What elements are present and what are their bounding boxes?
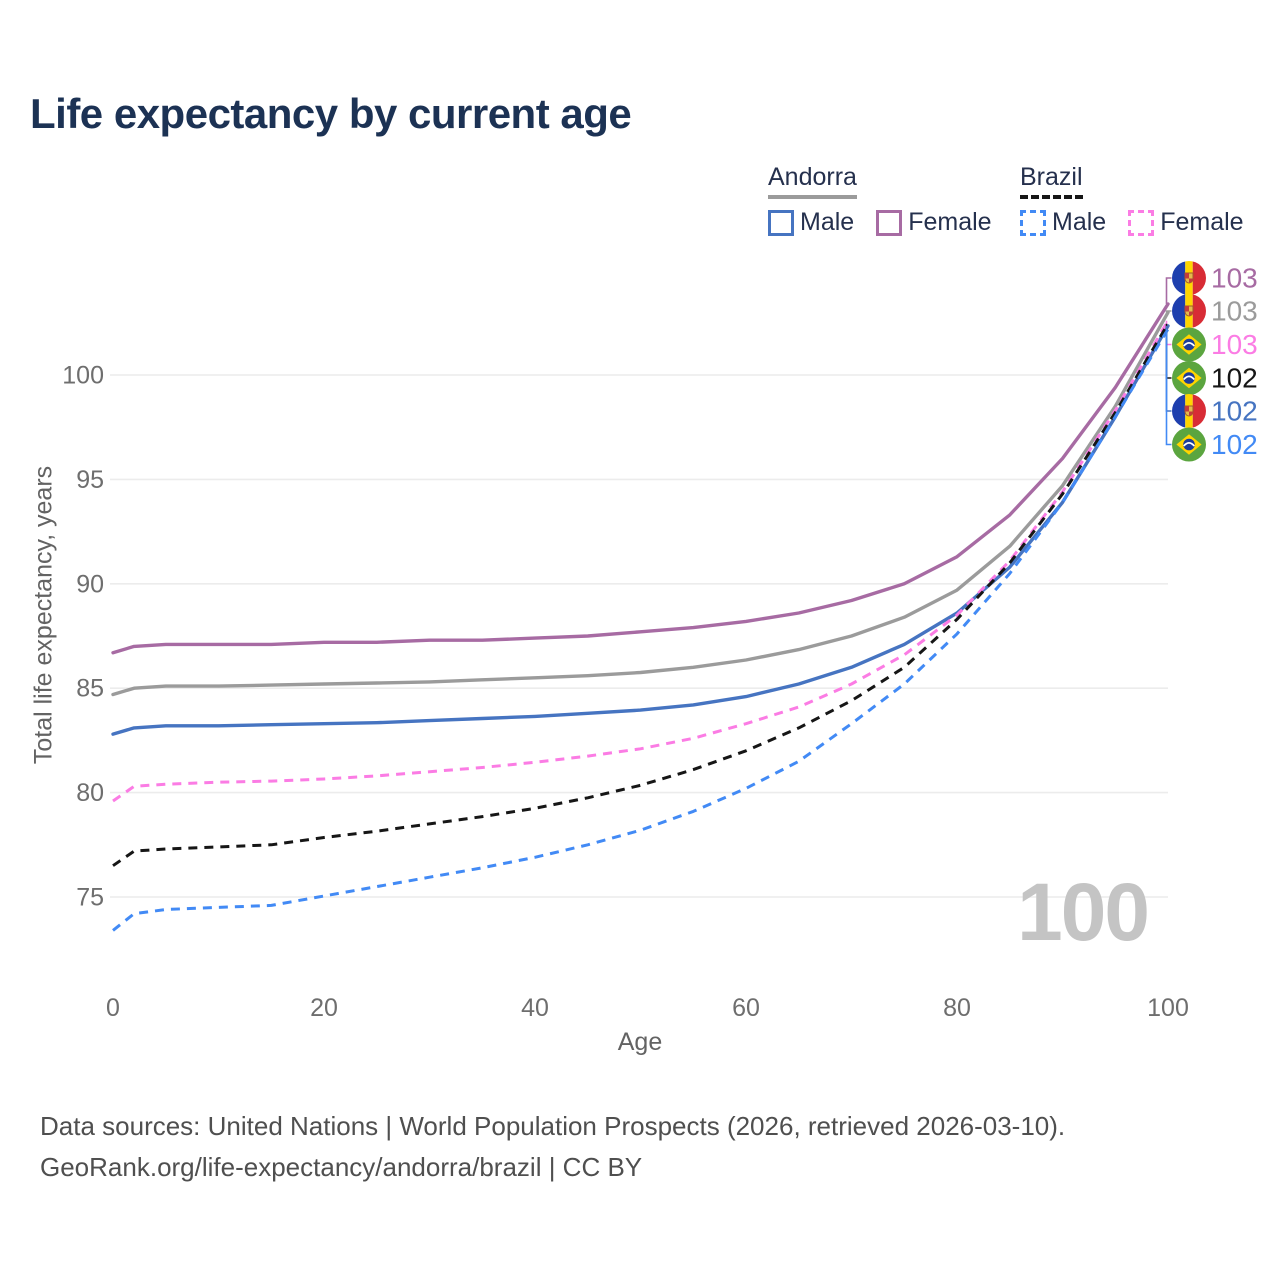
legend-header-andorra: Andorra — [768, 163, 857, 199]
end-label-value: 102 — [1211, 363, 1258, 394]
flag-icon-brazil — [1172, 361, 1206, 395]
y-axis-title: Total life expectancy, years — [29, 465, 58, 765]
legend-title-andorra: Andorra — [768, 163, 857, 191]
footer-license-line: GeoRank.org/life-expectancy/andorra/braz… — [40, 1152, 643, 1182]
footer-source-line: Data sources: United Nations | World Pop… — [40, 1111, 1066, 1141]
svg-text:20: 20 — [310, 994, 338, 1022]
age-watermark: 100 — [1017, 867, 1150, 958]
svg-text:0: 0 — [106, 994, 120, 1022]
end-label-value: 102 — [1211, 429, 1258, 460]
svg-text:80: 80 — [943, 994, 971, 1022]
svg-text:60: 60 — [732, 994, 760, 1022]
flag-icon-brazil — [1172, 427, 1206, 462]
legend-group-brazil: Brazil Male Female — [1020, 163, 1244, 237]
x-axis-ticks: 0 20 40 60 80 100 — [106, 994, 1189, 1022]
end-label-value: 103 — [1211, 296, 1258, 327]
y-axis-ticks: 75 80 85 90 95 100 — [62, 362, 104, 912]
flag-icon-andorra — [1172, 294, 1206, 328]
svg-text:75: 75 — [76, 884, 104, 912]
legend-label-andorra-female: Female — [908, 208, 992, 236]
end-label-connector — [1165, 277, 1172, 304]
legend-item-brazil-male[interactable]: Male — [1020, 208, 1106, 237]
flag-icon-brazil — [1172, 327, 1206, 362]
legend-group-andorra: Andorra Male Female — [768, 163, 992, 237]
legend-title-brazil: Brazil — [1020, 163, 1083, 191]
svg-text:100: 100 — [1147, 994, 1189, 1022]
series-line-brazil[interactable] — [112, 323, 1170, 867]
end-label-connector — [1165, 310, 1172, 313]
legend-label-andorra-male: Male — [800, 208, 855, 236]
end-label-connector — [1165, 329, 1172, 446]
legend-item-andorra-male[interactable]: Male — [768, 208, 854, 237]
legend-swatch-brazil-female — [1128, 209, 1155, 236]
legend-label-brazil-male: Male — [1052, 208, 1107, 236]
svg-text:85: 85 — [76, 675, 104, 703]
legend-line-sample-andorra — [768, 195, 857, 199]
end-label-value: 103 — [1211, 263, 1258, 294]
chart-title: Life expectancy by current age — [30, 90, 632, 137]
legend-swatch-brazil-male — [1020, 209, 1046, 236]
svg-text:80: 80 — [76, 779, 104, 807]
series-line-brazil-female[interactable] — [112, 319, 1170, 803]
flag-icon-andorra — [1172, 394, 1206, 428]
svg-text:95: 95 — [76, 466, 104, 494]
legend-line-sample-brazil — [1020, 195, 1083, 199]
chart-footer: Data sources: United Nations | World Pop… — [40, 1106, 1065, 1188]
svg-text:100: 100 — [62, 362, 104, 390]
svg-text:40: 40 — [521, 994, 549, 1022]
series-line-andorra[interactable] — [111, 310, 1170, 697]
series-line-brazil-male[interactable] — [112, 328, 1170, 932]
x-axis-title-text: Age — [617, 1028, 663, 1056]
legend-label-brazil-female: Female — [1160, 208, 1244, 236]
legend-header-brazil: Brazil — [1020, 163, 1083, 199]
legend-item-andorra-female[interactable]: Female — [876, 208, 992, 237]
x-axis-title: Age — [0, 1028, 1280, 1057]
flag-icon-andorra — [1172, 261, 1206, 295]
end-label-value: 103 — [1211, 329, 1258, 360]
legend-item-brazil-female[interactable]: Female — [1128, 208, 1244, 237]
y-gridlines — [110, 374, 1168, 898]
end-label-value: 102 — [1211, 396, 1258, 427]
legend-swatch-andorra-male — [768, 209, 794, 236]
series-line-andorra-female[interactable] — [111, 302, 1170, 655]
legend-swatch-andorra-female — [876, 209, 903, 236]
svg-text:90: 90 — [76, 570, 104, 598]
